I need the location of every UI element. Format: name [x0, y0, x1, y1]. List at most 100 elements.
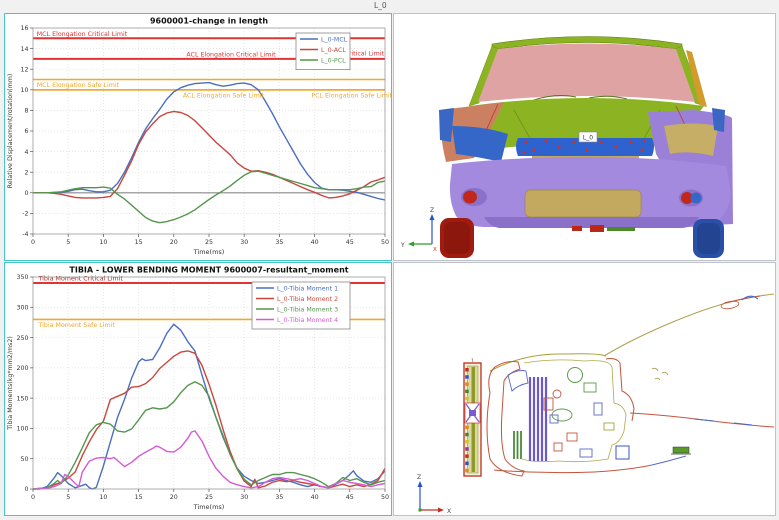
- svg-text:L_0-Tibia Moment 2: L_0-Tibia Moment 2: [277, 296, 338, 303]
- triad-z-label: Z: [417, 474, 421, 481]
- car-windshield[interactable]: [478, 43, 695, 103]
- chart-title: 9600001-change in length: [150, 17, 268, 26]
- svg-text:-2: -2: [22, 211, 28, 218]
- triad-x-label: X: [433, 247, 437, 253]
- model-front-view-panel[interactable]: L_0 Z Y X: [393, 13, 776, 261]
- svg-text:5: 5: [66, 239, 70, 246]
- svg-text:-4: -4: [22, 231, 28, 238]
- svg-text:35: 35: [275, 494, 283, 501]
- car-lower-grille[interactable]: [524, 189, 642, 218]
- underbody-part-3: [607, 227, 635, 231]
- car-pillar-trim-right[interactable]: [686, 50, 707, 107]
- svg-text:10: 10: [99, 494, 107, 501]
- svg-text:16: 16: [20, 25, 28, 32]
- svg-text:30: 30: [240, 494, 248, 501]
- svg-text:40: 40: [311, 494, 319, 501]
- section-view-panel[interactable]: Z X: [393, 262, 776, 516]
- underbody-part-1: [572, 226, 582, 231]
- elongation-chart-panel[interactable]: MCL Elongation Critical Limit ACL Elongat…: [4, 13, 392, 261]
- svg-text:150: 150: [16, 395, 28, 402]
- car-wheel-left-inner: [444, 222, 470, 254]
- tibia-moment-chart-panel[interactable]: Tibia Moment Critical Limit Tibia Moment …: [4, 262, 392, 516]
- svg-text:6: 6: [24, 128, 28, 135]
- limit-label: Tibia Moment Critical Limit: [38, 276, 124, 283]
- svg-text:2: 2: [24, 169, 28, 176]
- elongation-chart[interactable]: MCL Elongation Critical Limit ACL Elongat…: [5, 14, 391, 260]
- active-model-tab[interactable]: L_0: [374, 1, 387, 10]
- svg-text:0: 0: [24, 486, 28, 493]
- barrier-section[interactable]: [463, 357, 482, 477]
- svg-text:L_0-PCL: L_0-PCL: [321, 58, 346, 65]
- svg-text:50: 50: [381, 239, 389, 246]
- svg-text:300: 300: [16, 304, 28, 311]
- sill-stripes: [513, 431, 522, 459]
- x-axis-label: Time(ms): [193, 503, 225, 511]
- svg-text:200: 200: [16, 365, 28, 372]
- model-label-chip: L_0: [578, 131, 598, 143]
- svg-text:8: 8: [24, 108, 28, 115]
- svg-text:10: 10: [20, 87, 28, 94]
- car-a-pillar-left[interactable]: [468, 45, 500, 107]
- svg-text:45: 45: [346, 239, 354, 246]
- limit-label: PCL Elongation Safe Limit: [311, 92, 391, 99]
- limit-label: MCL Elongation Critical Limit: [37, 31, 128, 38]
- svg-text:20: 20: [170, 239, 178, 246]
- series-L_0-ACL[interactable]: [33, 110, 386, 199]
- car-model[interactable]: L_0: [439, 36, 733, 259]
- svg-text:L_0-Tibia Moment 1: L_0-Tibia Moment 1: [277, 286, 338, 293]
- car-section-wireframe[interactable]: [486, 293, 775, 477]
- underbody-part-2: [590, 225, 604, 232]
- svg-text:40: 40: [311, 239, 319, 246]
- series-L_0-Tibia Moment 2[interactable]: [32, 350, 386, 490]
- tibia-moment-chart[interactable]: Tibia Moment Critical Limit Tibia Moment …: [5, 263, 391, 515]
- car-radiator-support[interactable]: [516, 138, 654, 156]
- rail-stripes: [528, 377, 548, 461]
- car-corner-right[interactable]: [712, 108, 725, 132]
- car-foglight-right[interactable]: [681, 192, 693, 204]
- limit-label: ACL Elongation Critical Limit: [186, 51, 276, 58]
- chart-legend: L_0-MCL L_0-ACL L_0-PCL: [295, 32, 351, 70]
- svg-text:15: 15: [135, 239, 143, 246]
- car-wipers[interactable]: [533, 95, 628, 101]
- chart-title: TIBIA - LOWER BENDING MOMENT 9600007-res…: [69, 266, 348, 275]
- svg-text:L_0-MCL: L_0-MCL: [321, 37, 348, 44]
- window-top-strip: L_0: [0, 0, 779, 13]
- y-axis-label: Relative Displacement/rotation(mm): [7, 74, 14, 189]
- car-corner-left[interactable]: [439, 108, 454, 142]
- svg-text:5: 5: [66, 494, 70, 501]
- car-front-view[interactable]: L_0 Z Y X: [394, 14, 775, 260]
- limit-label: ACL Elongation Safe Limit: [183, 92, 265, 99]
- section-wireframe-view[interactable]: Z X: [394, 263, 775, 515]
- y-axis-label: Tibia Moments(kg*mm2/ms2): [7, 336, 14, 431]
- car-foglight-right-blue[interactable]: [690, 192, 702, 204]
- car-headlight-left[interactable]: [452, 126, 508, 162]
- car-foglight-left[interactable]: [463, 190, 477, 204]
- svg-text:250: 250: [16, 335, 28, 342]
- car-headlight-right[interactable]: [664, 123, 718, 157]
- svg-text:25: 25: [205, 494, 213, 501]
- svg-text:4: 4: [24, 149, 28, 156]
- triad-x-label: X: [447, 508, 451, 515]
- series-L_0-PCL[interactable]: [33, 170, 386, 224]
- car-wheel-right-inner: [697, 223, 720, 254]
- chart-legend: L_0-Tibia Moment 1 L_0-Tibia Moment 2 L_0-…: [251, 281, 351, 330]
- svg-text:10: 10: [99, 239, 107, 246]
- svg-text:0: 0: [31, 239, 35, 246]
- x-axis-label: Time(ms): [193, 248, 225, 256]
- spotweld-dots: [522, 139, 646, 155]
- chart-annotation: Critical Limit: [344, 50, 384, 57]
- svg-text:12: 12: [20, 66, 28, 73]
- hood-line: [603, 293, 775, 357]
- section-small-parts: [543, 367, 669, 458]
- limit-label: MCL Elongation Safe Limit: [37, 82, 120, 89]
- svg-text:50: 50: [20, 456, 28, 463]
- svg-text:L_0: L_0: [583, 135, 593, 142]
- series-L_0-Tibia Moment 4[interactable]: [32, 430, 386, 490]
- svg-text:50: 50: [381, 494, 389, 501]
- svg-text:15: 15: [135, 494, 143, 501]
- series-L_0-Tibia Moment 3[interactable]: [32, 381, 386, 490]
- svg-text:35: 35: [275, 239, 283, 246]
- svg-text:L_0-ACL: L_0-ACL: [321, 47, 346, 54]
- svg-text:14: 14: [20, 46, 28, 53]
